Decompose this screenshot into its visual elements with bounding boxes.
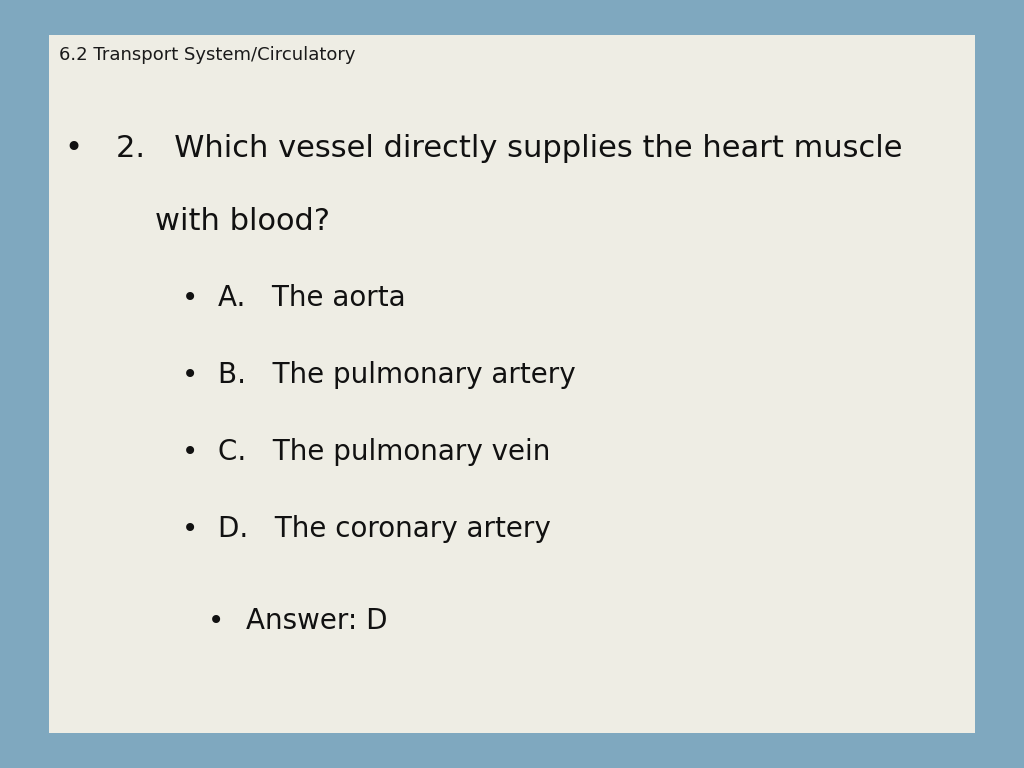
Text: B.   The pulmonary artery: B. The pulmonary artery: [218, 361, 575, 389]
Text: •: •: [182, 284, 199, 312]
Text: •: •: [208, 607, 224, 634]
Text: •: •: [182, 361, 199, 389]
Text: C.   The pulmonary vein: C. The pulmonary vein: [218, 438, 551, 465]
Text: 2.   Which vessel directly supplies the heart muscle: 2. Which vessel directly supplies the he…: [116, 134, 902, 164]
Text: •: •: [182, 438, 199, 465]
Text: with blood?: with blood?: [116, 207, 330, 237]
Text: 6.2 Transport System/Circulatory: 6.2 Transport System/Circulatory: [59, 46, 356, 64]
Text: A.   The aorta: A. The aorta: [218, 284, 406, 312]
Text: •: •: [65, 134, 83, 164]
FancyBboxPatch shape: [49, 35, 975, 733]
Text: •: •: [182, 515, 199, 542]
Text: D.   The coronary artery: D. The coronary artery: [218, 515, 551, 542]
Text: Answer: D: Answer: D: [246, 607, 387, 634]
